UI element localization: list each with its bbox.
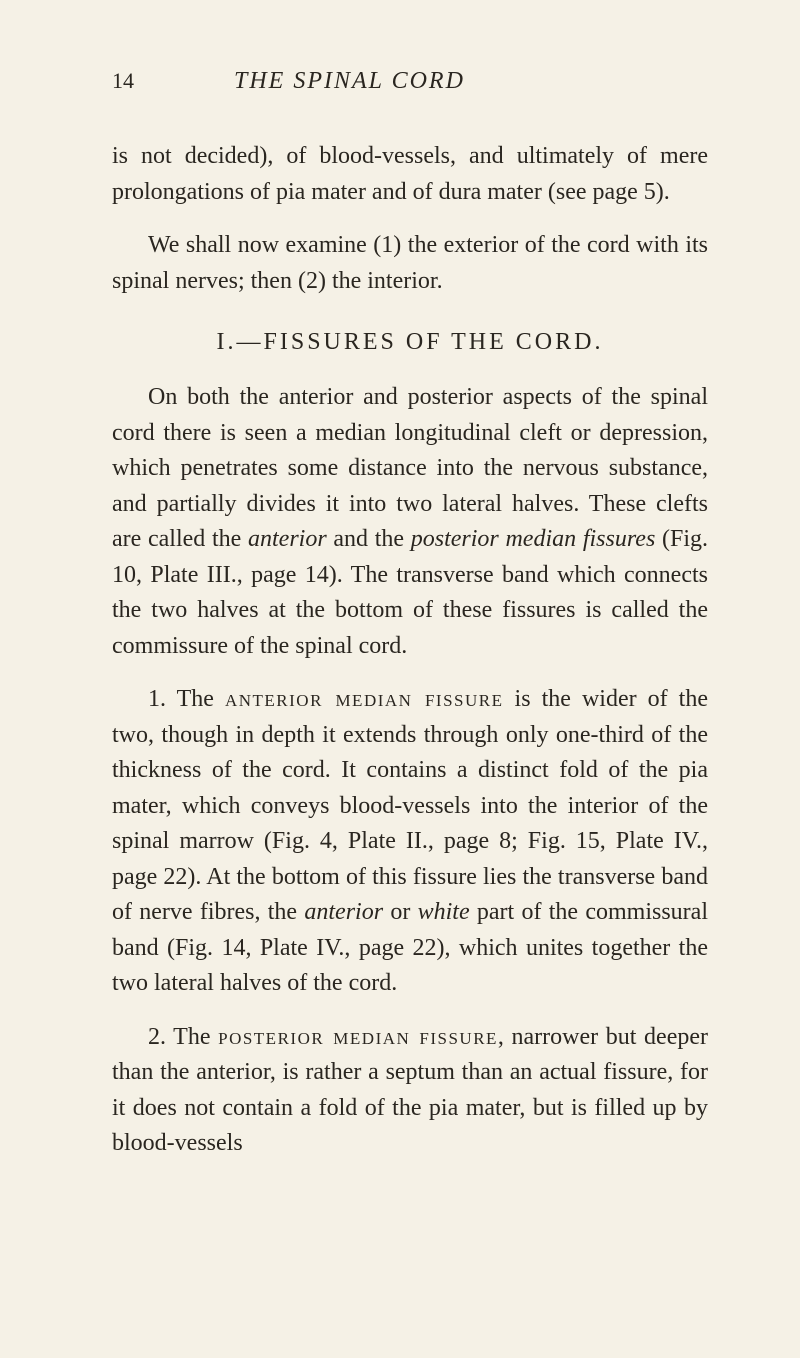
small-caps-term: posterior median fissure [218, 1024, 498, 1050]
italic-term: anterior [248, 526, 327, 552]
body-text: 1. The [148, 686, 225, 712]
page-number: 14 [112, 68, 134, 94]
body-text: is not decided), of blood-vessels, and u… [112, 143, 708, 205]
page-header: 14 THE SPINAL CORD [112, 68, 708, 95]
paragraph-4: 1. The anterior median fissure is the wi… [112, 682, 708, 1002]
body-text: is the wider of the two, though in depth… [112, 686, 708, 925]
paragraph-3: On both the anterior and posterior aspec… [112, 380, 708, 664]
body-text: 2. The [148, 1024, 218, 1050]
paragraph-5: 2. The posterior median fissure, narrowe… [112, 1020, 708, 1162]
small-caps-term: anterior median fissure [225, 686, 504, 712]
italic-term: anterior [304, 899, 383, 925]
paragraph-1: is not decided), of blood-vessels, and u… [112, 139, 708, 210]
italic-term: white [418, 899, 470, 925]
running-title: THE SPINAL CORD [234, 68, 465, 95]
paragraph-2: We shall now examine (1) the exterior of… [112, 228, 708, 299]
body-text: and the [327, 526, 411, 552]
body-text: or [383, 899, 418, 925]
italic-term: posterior median fissures [411, 526, 656, 552]
body-text: We shall now examine (1) the exterior of… [112, 232, 708, 294]
section-heading: I.—FISSURES OF THE CORD. [112, 329, 708, 356]
